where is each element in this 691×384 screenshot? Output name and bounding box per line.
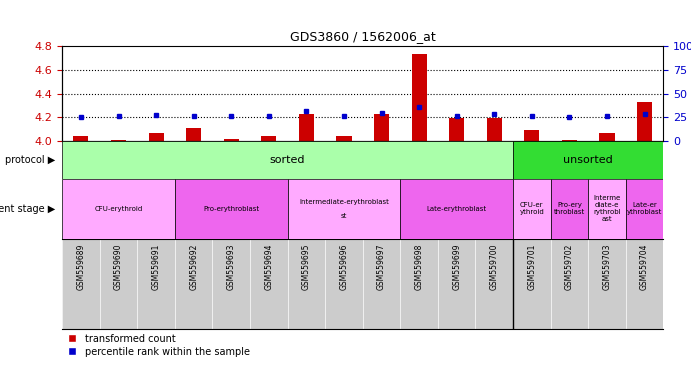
Text: Interme
diate-e
rythrobl
ast: Interme diate-e rythrobl ast <box>593 195 621 222</box>
Text: GSM559694: GSM559694 <box>265 243 274 290</box>
Bar <box>551 179 588 239</box>
Legend: transformed count, percentile rank within the sample: transformed count, percentile rank withi… <box>67 334 249 357</box>
Bar <box>337 136 352 141</box>
Bar <box>261 136 276 141</box>
Bar <box>224 139 239 141</box>
Text: development stage ▶: development stage ▶ <box>0 204 55 214</box>
Text: Pro-erythroblast: Pro-erythroblast <box>203 206 259 212</box>
Text: GSM559695: GSM559695 <box>302 243 311 290</box>
Bar <box>111 140 126 141</box>
Text: GSM559697: GSM559697 <box>377 243 386 290</box>
Bar <box>186 128 201 141</box>
Text: GSM559692: GSM559692 <box>189 243 198 290</box>
Bar <box>600 133 614 141</box>
Text: GSM559693: GSM559693 <box>227 243 236 290</box>
Bar <box>486 118 502 141</box>
Bar <box>287 179 400 239</box>
Bar <box>513 179 551 239</box>
Text: unsorted: unsorted <box>563 155 613 165</box>
Text: GSM559690: GSM559690 <box>114 243 123 290</box>
Bar <box>513 141 682 179</box>
Text: Late-er
ythroblast: Late-er ythroblast <box>627 202 662 215</box>
Bar <box>299 114 314 141</box>
Text: GSM559702: GSM559702 <box>565 243 574 290</box>
Bar <box>62 179 175 239</box>
Text: GSM559698: GSM559698 <box>415 243 424 290</box>
Text: GSM559703: GSM559703 <box>603 243 612 290</box>
Bar <box>626 179 663 239</box>
Bar <box>524 130 540 141</box>
Bar <box>374 114 389 141</box>
Bar <box>637 102 652 141</box>
Text: GSM559700: GSM559700 <box>490 243 499 290</box>
Text: GSM559704: GSM559704 <box>640 243 649 290</box>
Bar <box>588 179 626 239</box>
Text: Late-erythroblast: Late-erythroblast <box>426 206 486 212</box>
Bar <box>73 136 88 141</box>
Bar <box>62 141 513 179</box>
Title: GDS3860 / 1562006_at: GDS3860 / 1562006_at <box>290 30 435 43</box>
Bar <box>175 179 287 239</box>
Text: protocol ▶: protocol ▶ <box>5 155 55 165</box>
Text: sorted: sorted <box>270 155 305 165</box>
Text: GSM559691: GSM559691 <box>151 243 160 290</box>
Text: CFU-erythroid: CFU-erythroid <box>95 206 142 212</box>
Bar <box>562 140 577 141</box>
Bar <box>412 55 426 141</box>
Bar <box>449 118 464 141</box>
Text: GSM559699: GSM559699 <box>452 243 461 290</box>
Bar <box>400 179 513 239</box>
Text: GSM559689: GSM559689 <box>77 243 86 290</box>
Text: Intermediate-erythroblast

st: Intermediate-erythroblast st <box>299 199 389 219</box>
Text: CFU-er
ythroid: CFU-er ythroid <box>520 202 545 215</box>
Text: GSM559696: GSM559696 <box>339 243 348 290</box>
Text: GSM559701: GSM559701 <box>527 243 536 290</box>
Bar <box>149 133 164 141</box>
Text: Pro-ery
throblast: Pro-ery throblast <box>553 202 585 215</box>
